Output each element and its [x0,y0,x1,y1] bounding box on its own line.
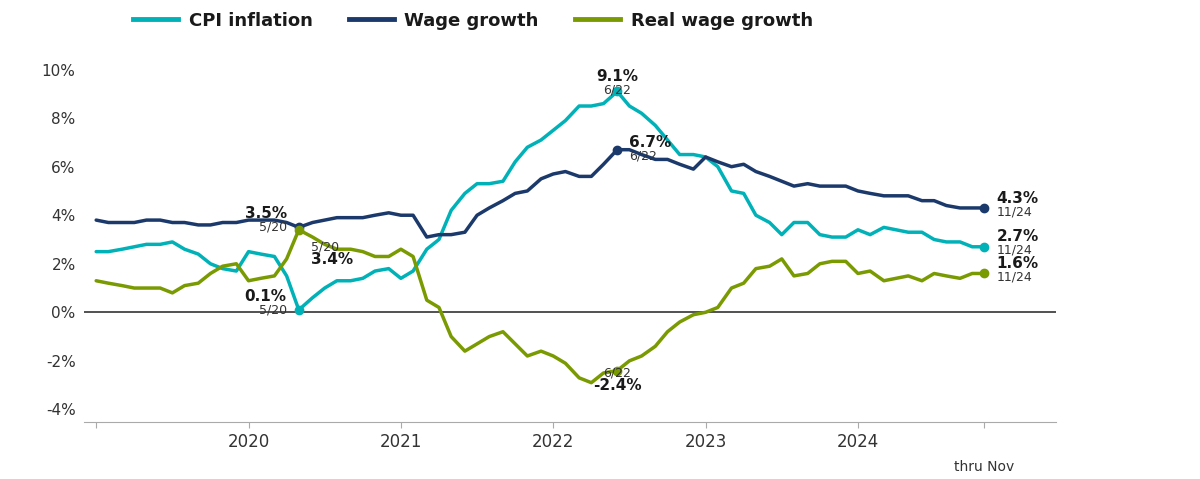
Text: 11/24: 11/24 [996,244,1032,257]
Text: -2.4%: -2.4% [593,378,642,393]
Text: 6/22: 6/22 [630,149,658,162]
Text: 5/20: 5/20 [258,221,287,234]
Text: 2.7%: 2.7% [996,229,1039,244]
Text: 6/22: 6/22 [604,84,631,97]
Text: 3.5%: 3.5% [245,206,287,221]
Text: 1.6%: 1.6% [996,256,1039,271]
Text: 5/20: 5/20 [258,303,287,317]
Text: 6.7%: 6.7% [630,135,672,150]
Text: 9.1%: 9.1% [596,69,638,84]
Legend: CPI inflation, Wage growth, Real wage growth: CPI inflation, Wage growth, Real wage gr… [125,5,821,37]
Text: 3.4%: 3.4% [311,251,353,267]
Text: 11/24: 11/24 [996,271,1032,284]
Text: 0.1%: 0.1% [245,289,287,304]
Text: 11/24: 11/24 [996,205,1032,218]
Text: 5/20: 5/20 [311,241,340,254]
Text: thru Nov: thru Nov [954,460,1014,474]
Text: 4.3%: 4.3% [996,191,1039,205]
Text: 6/22: 6/22 [604,367,631,380]
